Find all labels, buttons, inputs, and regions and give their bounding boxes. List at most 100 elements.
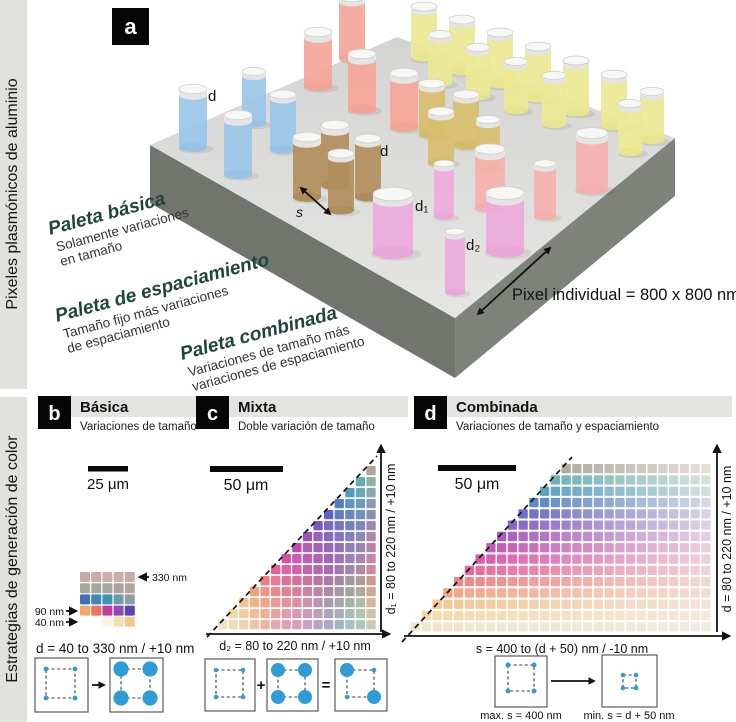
grid-cell xyxy=(281,554,291,564)
grid-cell xyxy=(615,543,625,553)
grid-cell xyxy=(561,599,571,609)
grid-cell xyxy=(690,565,700,575)
grid-cell xyxy=(626,520,636,530)
pillar-circle xyxy=(142,690,158,706)
cell-dashed-square xyxy=(346,669,375,698)
panel-b-scalebar xyxy=(88,466,128,472)
grid-cell xyxy=(604,464,614,474)
grid-cell xyxy=(550,554,561,564)
grid-cell xyxy=(658,475,668,485)
panel-a-letter-box xyxy=(112,8,149,45)
grid-cell xyxy=(561,509,571,519)
grid-cell xyxy=(593,565,604,575)
grid-cell xyxy=(324,565,334,575)
grid-cell xyxy=(647,554,657,564)
grid-cell xyxy=(679,497,690,508)
grid-cell xyxy=(345,499,355,509)
grid-cell xyxy=(292,565,302,575)
grid-cell xyxy=(313,532,323,542)
grid-cell xyxy=(540,599,550,609)
grid-cell xyxy=(518,531,528,542)
grid-cell xyxy=(324,598,334,608)
unit-cell-dashed-square xyxy=(120,668,151,699)
grid-cell xyxy=(324,609,334,619)
panel-c-header-bar xyxy=(196,396,408,417)
grid-cell xyxy=(228,620,238,630)
panel-d-title: Combinada xyxy=(456,399,538,416)
grid-cell xyxy=(647,577,657,587)
grid-cell xyxy=(334,543,344,553)
grid-cell xyxy=(679,509,690,519)
grid-cell xyxy=(615,599,625,609)
grid-cell xyxy=(550,486,561,496)
sidebar-bottom: Estrategias de generación de color xyxy=(0,397,27,722)
nanopillar-magenta xyxy=(433,159,460,222)
nanopillar-yellow xyxy=(541,71,572,131)
grid-cell xyxy=(518,588,528,598)
grid-cell xyxy=(550,588,561,598)
grid-cell xyxy=(647,475,657,485)
grid-cell xyxy=(324,521,334,531)
pillar-dot xyxy=(633,672,639,678)
panel-b: b Básica Variaciones de tamaño 25 μm 330… xyxy=(34,396,197,713)
grid-cell xyxy=(529,509,539,519)
grid-cell xyxy=(669,554,679,564)
pillar-dot xyxy=(531,662,537,668)
pillar-dot xyxy=(505,662,511,668)
grid-cell xyxy=(271,620,281,630)
grid-cell xyxy=(302,587,313,597)
grid-cell xyxy=(593,599,604,609)
grid-cell xyxy=(561,610,571,621)
grid-cell xyxy=(239,620,249,630)
grid-cell xyxy=(345,521,355,531)
nanopillar-brown xyxy=(327,148,361,217)
grid-cell xyxy=(583,497,593,508)
slab-right-face xyxy=(455,138,675,378)
grid-cell xyxy=(475,622,485,632)
grid-cell xyxy=(271,587,281,597)
grid-cell xyxy=(679,464,690,474)
grid-cell xyxy=(669,464,679,474)
pillar-dot xyxy=(531,688,537,694)
pillar-dot xyxy=(43,666,49,672)
grid-cell xyxy=(271,609,281,619)
grid-cell xyxy=(690,610,700,621)
grid-cell xyxy=(443,622,453,632)
grid-cell xyxy=(593,554,604,564)
grid-cell xyxy=(669,497,679,508)
grid-cell xyxy=(497,622,507,632)
grid-cell xyxy=(454,622,464,632)
label-s: s xyxy=(296,204,303,220)
grid-cell xyxy=(669,599,679,609)
panel-c: c Mixta Doble variación de tamaño 50 μm … xyxy=(196,396,408,712)
grid-cell xyxy=(80,605,90,616)
grid-cell xyxy=(334,499,344,509)
grid-cell xyxy=(355,587,366,597)
nanopillar-salmon xyxy=(347,48,383,116)
grid-cell xyxy=(647,486,657,496)
grid-cell xyxy=(507,622,518,632)
grid-cell xyxy=(464,565,475,575)
panel-b-letter-box xyxy=(38,396,71,429)
grid-cell xyxy=(583,520,593,530)
grid-cell xyxy=(658,622,668,632)
grid-cell xyxy=(529,543,539,553)
grid-cell xyxy=(669,475,679,485)
grid-cell xyxy=(486,610,496,621)
grid-cell xyxy=(239,609,249,619)
grid-cell xyxy=(615,554,625,564)
grid-cell xyxy=(324,510,334,520)
grid-cell xyxy=(647,464,657,474)
grid-cell xyxy=(355,543,366,553)
label-d1: d₁ xyxy=(415,198,428,215)
grid-cell xyxy=(113,594,124,605)
grid-cell xyxy=(540,610,550,621)
grid-cell xyxy=(540,577,550,587)
grid-cell xyxy=(690,497,700,508)
grid-cell xyxy=(486,588,496,598)
grid-cell xyxy=(636,464,647,474)
grid-cell xyxy=(475,565,485,575)
grid-cell xyxy=(572,531,582,542)
grid-cell xyxy=(518,599,528,609)
grid-cell xyxy=(636,577,647,587)
